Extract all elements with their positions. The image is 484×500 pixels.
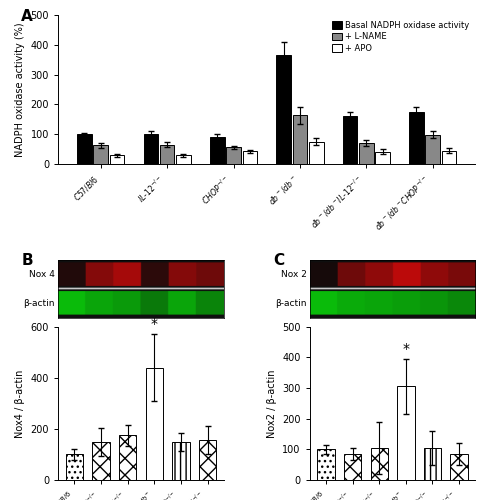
Bar (66, 454, 83, 480)
Y-axis label: Nox2 / β-actin: Nox2 / β-actin (266, 369, 276, 438)
Bar (343, 454, 361, 480)
Bar (358, 143, 373, 164)
Bar (176, 155, 190, 164)
Text: B: B (22, 253, 33, 268)
Y-axis label: Nox4 / β-actin: Nox4 / β-actin (15, 369, 25, 438)
Bar (226, 147, 241, 164)
Bar (441, 150, 455, 164)
Bar (276, 55, 290, 164)
Text: β-actin: β-actin (274, 299, 306, 308)
Bar (172, 442, 189, 480)
Bar (408, 112, 423, 164)
Bar (119, 436, 136, 480)
Text: *: * (402, 342, 408, 356)
Bar (242, 151, 257, 164)
Bar (308, 142, 323, 164)
Bar (342, 116, 357, 164)
Bar (160, 144, 174, 164)
Bar (396, 386, 414, 480)
Text: A: A (21, 9, 32, 24)
Bar (210, 136, 224, 164)
Bar (92, 442, 109, 480)
Bar (375, 152, 389, 164)
Bar (423, 448, 440, 480)
Text: *: * (151, 318, 157, 332)
Text: Nox 4: Nox 4 (29, 270, 55, 279)
Bar (370, 448, 387, 480)
Bar (93, 146, 108, 164)
Legend: Basal NADPH oxidase activity, + L-NAME, + APO: Basal NADPH oxidase activity, + L-NAME, … (330, 19, 470, 55)
Bar (143, 134, 158, 164)
Text: C: C (273, 253, 284, 268)
Bar (292, 116, 307, 164)
Text: Nox 2: Nox 2 (280, 270, 306, 279)
Bar (450, 454, 467, 480)
Bar (109, 155, 124, 164)
Bar (424, 135, 439, 164)
Bar (317, 450, 334, 480)
Bar (198, 440, 216, 480)
Bar (145, 368, 163, 480)
Text: β-actin: β-actin (23, 299, 55, 308)
Y-axis label: NADPH oxidase activity (%): NADPH oxidase activity (%) (15, 22, 25, 157)
Bar (77, 134, 91, 164)
